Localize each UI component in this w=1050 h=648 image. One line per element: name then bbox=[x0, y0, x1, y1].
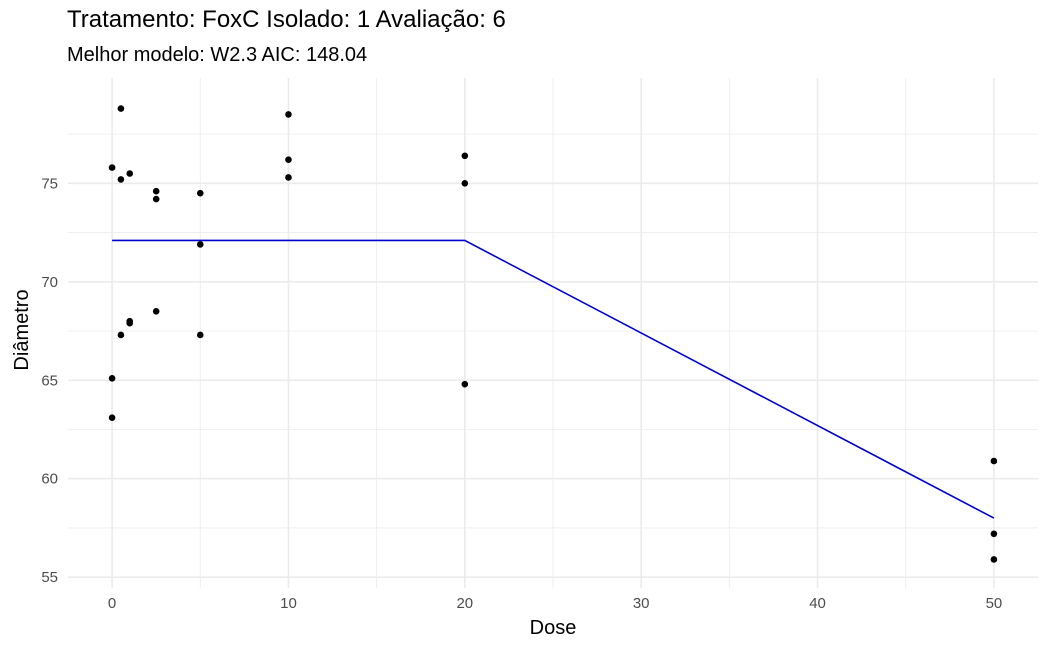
data-point bbox=[461, 180, 469, 187]
y-axis-title: Diâmetro bbox=[11, 289, 33, 370]
minor-grid bbox=[68, 78, 1038, 588]
data-point bbox=[108, 374, 116, 382]
data-point bbox=[117, 176, 125, 183]
data-point bbox=[152, 195, 160, 203]
data-point bbox=[990, 457, 998, 465]
chart-subtitle: Melhor modelo: W2.3 AIC: 148.04 bbox=[67, 44, 368, 66]
data-point bbox=[285, 156, 292, 164]
data-point bbox=[196, 241, 204, 248]
y-tick-label: 55 bbox=[41, 569, 58, 586]
data-point bbox=[461, 152, 469, 160]
data-point bbox=[117, 331, 125, 339]
data-point bbox=[196, 189, 204, 197]
chart-title: Tratamento: FoxC Isolado: 1 Avaliação: 6 bbox=[67, 6, 506, 33]
data-point bbox=[152, 308, 160, 315]
x-tick-label: 40 bbox=[809, 595, 826, 612]
y-tick-labels: 55 60 65 70 75 bbox=[41, 175, 58, 586]
data-point bbox=[990, 556, 998, 563]
x-tick-label: 30 bbox=[633, 595, 650, 612]
data-point bbox=[285, 111, 292, 118]
data-point bbox=[152, 187, 160, 195]
x-tick-label: 10 bbox=[280, 595, 297, 612]
data-point bbox=[461, 380, 469, 388]
x-axis-title: Dose bbox=[530, 617, 577, 639]
fit-line bbox=[112, 239, 995, 519]
data-point bbox=[196, 331, 204, 339]
data-point bbox=[108, 414, 116, 421]
x-tick-label: 50 bbox=[986, 595, 1003, 612]
points-group bbox=[108, 105, 998, 563]
y-tick-label: 60 bbox=[41, 471, 58, 488]
x-tick-label: 0 bbox=[108, 595, 116, 612]
x-tick-labels: 0 10 20 30 40 50 bbox=[108, 595, 1002, 612]
data-point bbox=[126, 170, 134, 177]
fit-line-group bbox=[112, 239, 995, 519]
data-point bbox=[285, 174, 292, 181]
data-point bbox=[990, 530, 998, 538]
x-tick-label: 20 bbox=[456, 595, 473, 612]
data-point bbox=[117, 105, 125, 112]
y-tick-label: 65 bbox=[41, 372, 58, 389]
data-point bbox=[108, 164, 116, 171]
y-tick-label: 75 bbox=[41, 175, 58, 192]
data-point bbox=[126, 319, 134, 327]
y-tick-label: 70 bbox=[41, 274, 58, 291]
